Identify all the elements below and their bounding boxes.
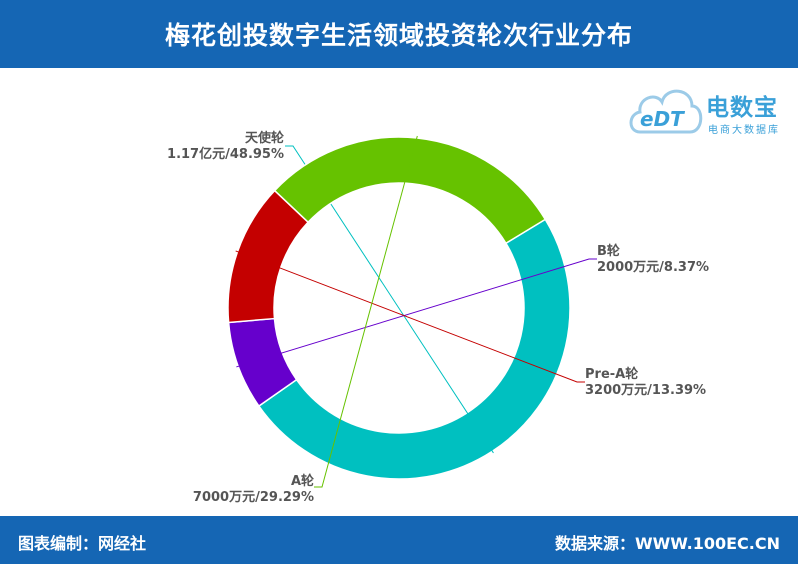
- chart-header: 梅花创投数字生活领域投资轮次行业分布: [0, 0, 798, 68]
- logo-subtitle: 电商大数据库: [708, 125, 780, 136]
- slice-name-label-1: B轮: [597, 243, 620, 259]
- donut-slice-0: [257, 218, 571, 480]
- slice-value-label-1: 2000万元/8.37%: [597, 260, 709, 275]
- chart-title: 梅花创投数字生活领域投资轮次行业分布: [164, 21, 633, 50]
- footer-source: 数据来源：WWW.100EC.CN: [554, 534, 780, 553]
- donut-slice-3: [273, 136, 547, 245]
- leader-line-1: [236, 258, 597, 368]
- footer-credit: 图表编制：网经社: [18, 534, 147, 553]
- chart-footer: 图表编制：网经社 数据来源：WWW.100EC.CN: [0, 516, 798, 564]
- leader-line-0: [285, 145, 494, 454]
- leader-line-2: [235, 250, 585, 383]
- edatabank-logo: eDT 电数宝 电商大数据库: [626, 76, 796, 142]
- slice-name-label-2: Pre-A轮: [585, 366, 638, 382]
- leader-line-3: [314, 135, 418, 488]
- logo-brand: 电数宝: [706, 95, 778, 121]
- slice-name-label-3: A轮: [291, 473, 314, 489]
- cloud-logo-icon: eDT: [629, 89, 703, 134]
- logo-mark: eDT: [640, 107, 685, 131]
- slice-value-label-2: 3200万元/13.39%: [585, 383, 706, 398]
- slice-name-label-0: 天使轮: [245, 130, 284, 146]
- slice-value-label-3: 7000万元/29.29%: [193, 490, 314, 505]
- chart-area: 天使轮 1.17亿元/48.95% B轮 2000万元/8.37% Pre-A轮 3200…: [0, 68, 798, 516]
- slice-value-label-0: 1.17亿元/48.95%: [167, 146, 284, 162]
